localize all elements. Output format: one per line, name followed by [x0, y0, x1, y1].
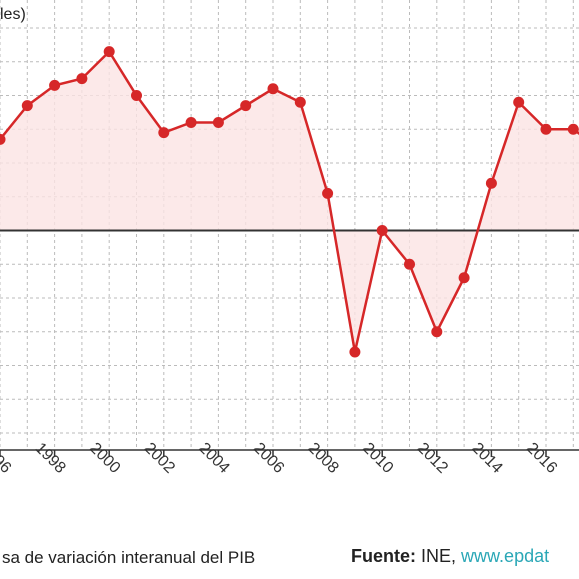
data-point: [294, 96, 306, 108]
x-tick-label: 2006: [250, 440, 287, 477]
x-tick-label: 2008: [305, 440, 342, 477]
source-org: INE,: [421, 546, 457, 566]
data-point: [267, 83, 279, 95]
x-tick-label: 2014: [468, 440, 505, 477]
data-point: [185, 117, 197, 128]
data-point: [485, 177, 497, 189]
x-tick-label: 2012: [414, 440, 451, 477]
data-point: [240, 100, 252, 112]
data-point: [21, 100, 33, 112]
data-point: [513, 96, 525, 108]
x-axis-tick-labels: 96 1998 2000 2002 2004 2006 2008 2010 2012 2014 20…: [0, 440, 560, 477]
data-point: [76, 73, 88, 85]
data-point: [103, 46, 115, 58]
data-point: [458, 272, 470, 284]
data-point: [0, 133, 6, 145]
source-label: Fuente:: [351, 546, 416, 566]
data-point: [131, 90, 142, 101]
data-point: [376, 225, 388, 236]
data-point: [158, 127, 170, 139]
data-point: [567, 123, 579, 135]
x-tick-label: 2010: [359, 440, 396, 477]
x-tick-label: 2000: [86, 440, 123, 477]
data-points: [0, 46, 579, 358]
x-tick-label: 2016: [523, 440, 560, 477]
x-tick-label: 2004: [195, 440, 232, 477]
data-point: [349, 346, 361, 358]
data-point: [404, 258, 415, 270]
x-tick-label: 1998: [32, 440, 69, 477]
data-point: [322, 187, 334, 199]
area-fill: [0, 51, 579, 352]
data-point: [540, 123, 552, 135]
data-point: [49, 79, 61, 91]
x-axis-ticks: [0, 450, 547, 457]
source-credit: Fuente: INE, www.epdat: [351, 546, 549, 567]
source-link[interactable]: www.epdat: [461, 546, 550, 566]
data-point: [431, 326, 443, 338]
x-tick-label: 2002: [141, 440, 178, 477]
unit-label: les): [0, 6, 26, 23]
x-tick-label: 96: [0, 452, 14, 477]
series-description: sa de variación interanual del PIB: [2, 548, 256, 567]
data-point: [212, 117, 224, 128]
